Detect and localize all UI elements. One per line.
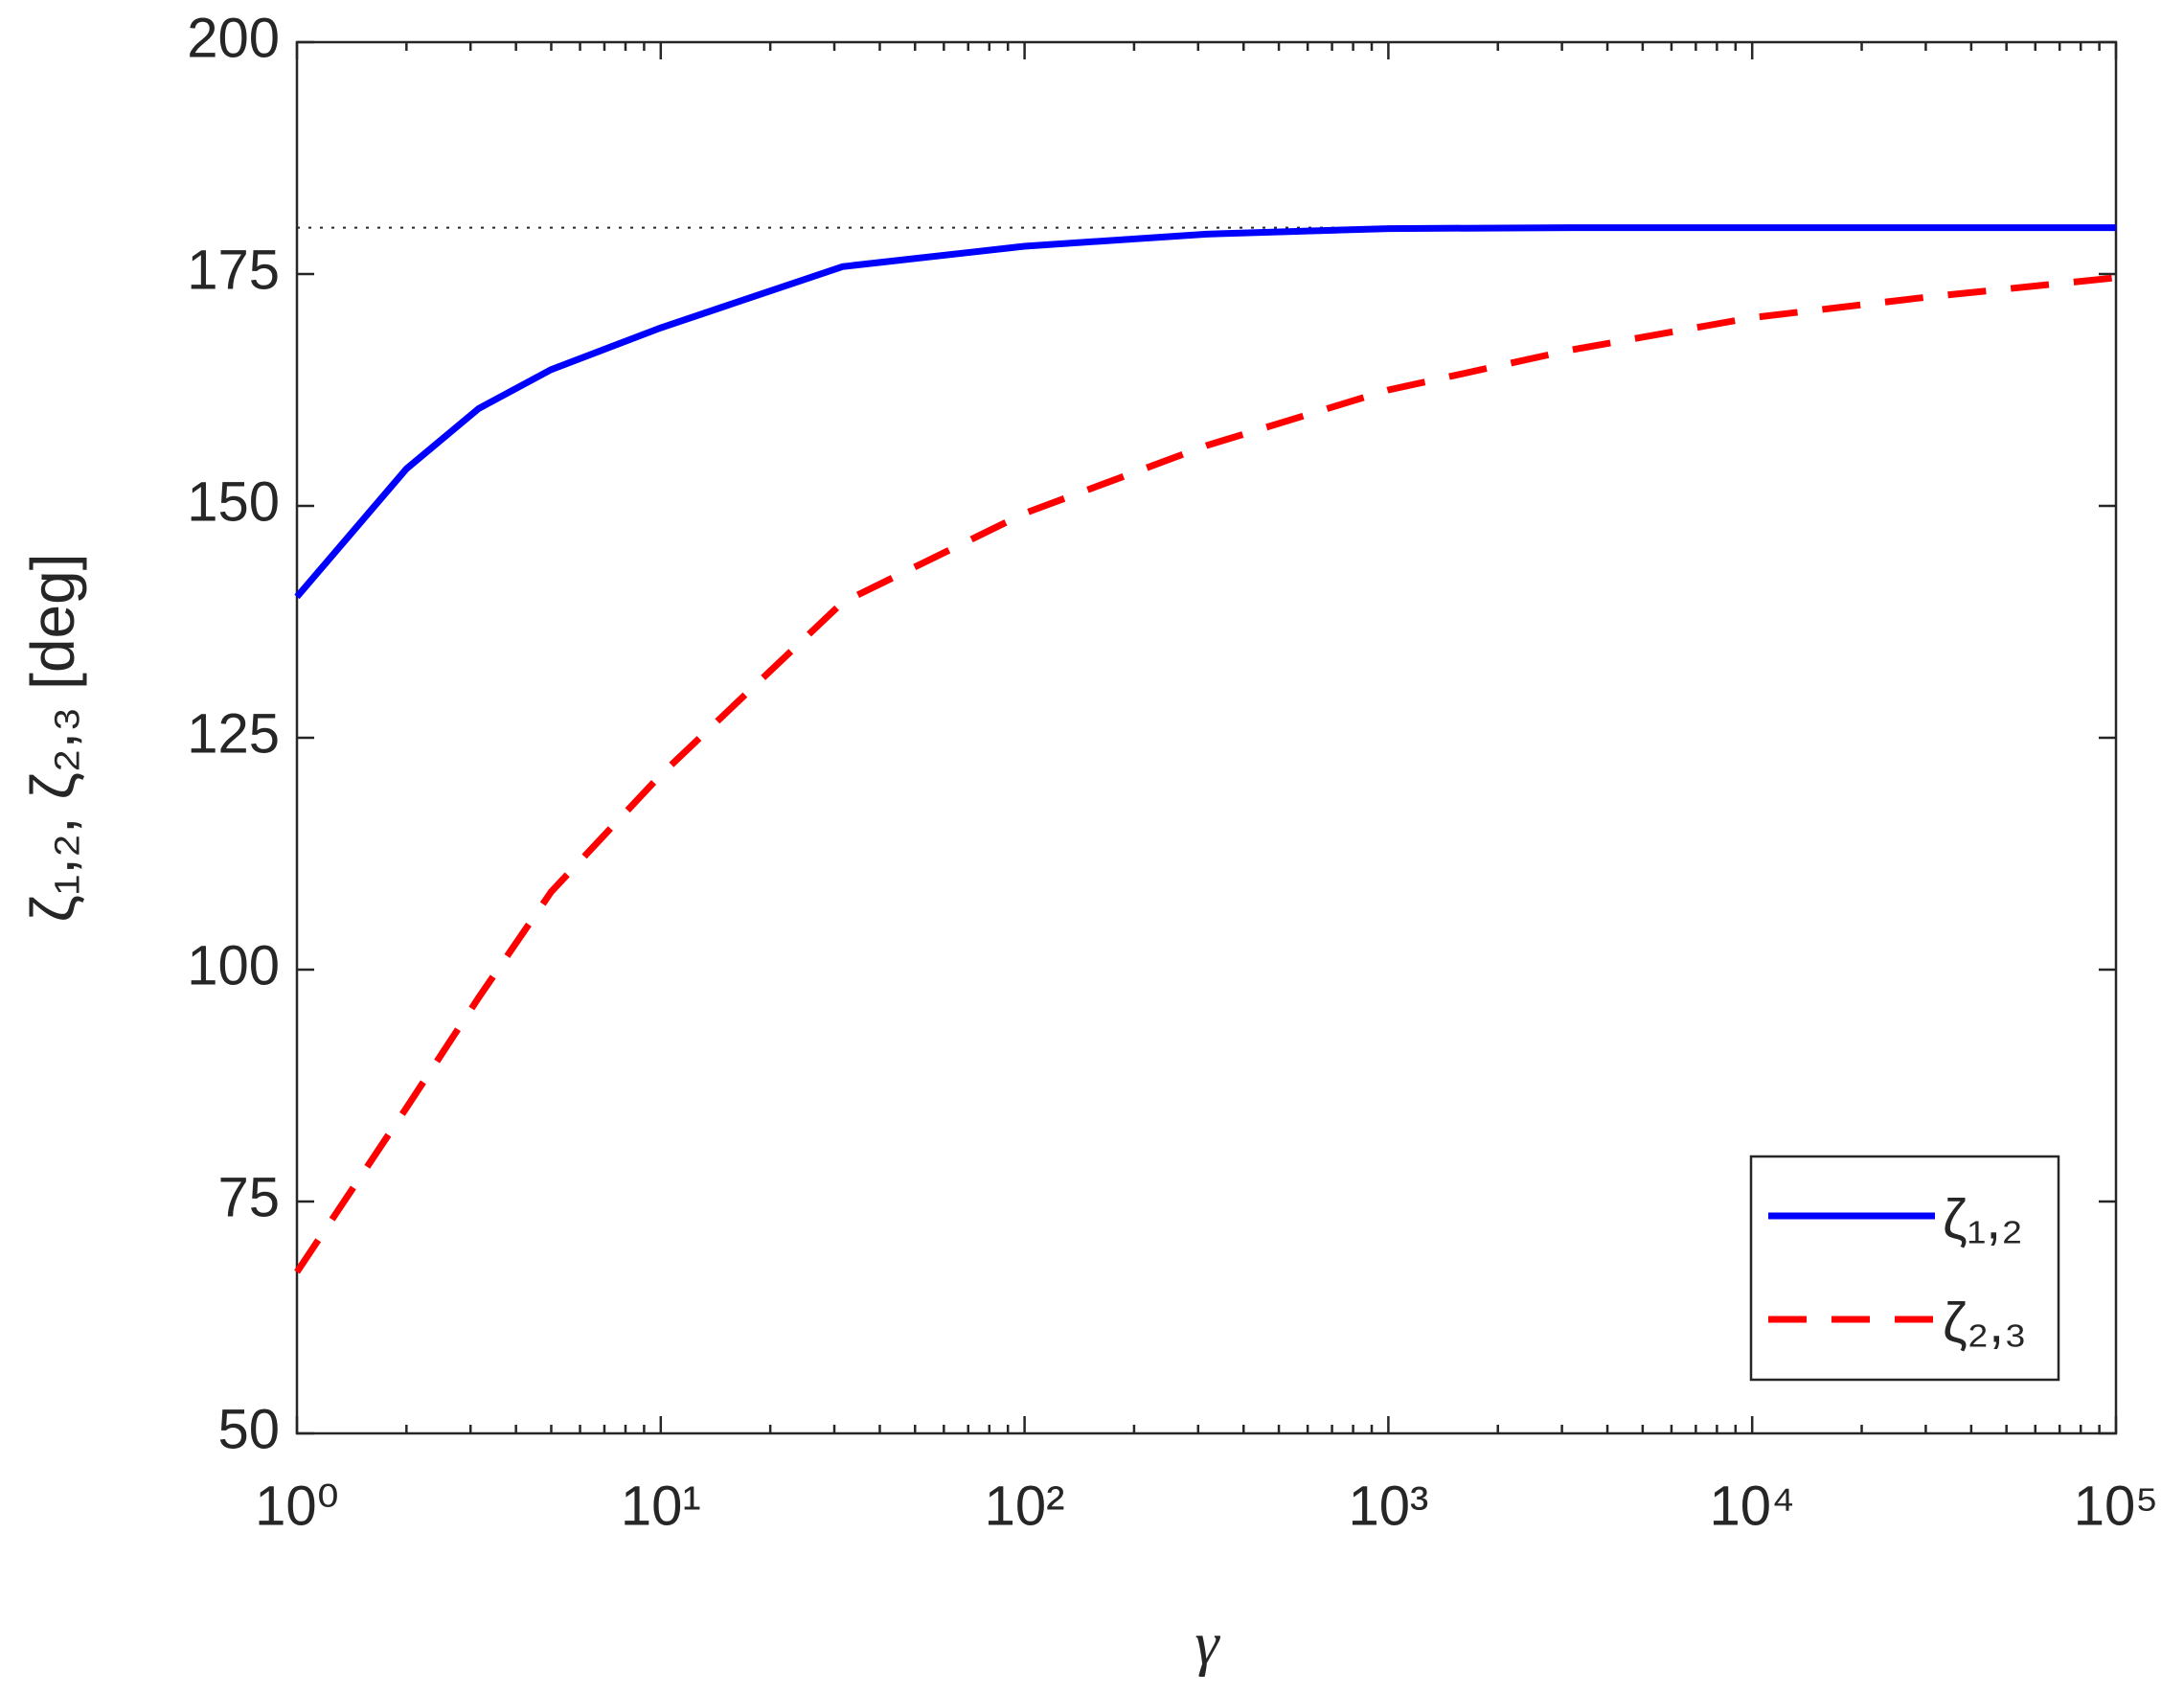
y-tick-label: 175 [187,239,280,301]
x-tick-label: 10³ [1348,1475,1428,1537]
y-tick-label: 100 [187,934,280,996]
x-tick-label: 10¹ [621,1475,701,1537]
x-tick-label: 10⁵ [2074,1475,2159,1537]
legend-label: ζ₁,₂ [1943,1188,2023,1250]
y-axis-label: ζ₁,₂, ζ₂,₃ [deg] [18,553,87,922]
y-tick-label: 150 [187,470,280,533]
y-tick-label: 50 [217,1398,280,1460]
x-tick-label: 10² [985,1475,1065,1537]
x-tick-label: 10⁴ [1709,1475,1794,1537]
legend-box [1749,1155,2060,1382]
y-tick-label: 75 [217,1166,280,1228]
line-series [294,274,2117,1274]
line-series [294,224,2116,600]
legend-label: ζ₂,₃ [1943,1292,2027,1354]
y-tick-label: 125 [187,702,280,765]
x-axis-label: γ [1194,1610,1220,1678]
x-tick-label: 10⁰ [255,1475,339,1537]
y-tick-label: 200 [187,7,280,69]
